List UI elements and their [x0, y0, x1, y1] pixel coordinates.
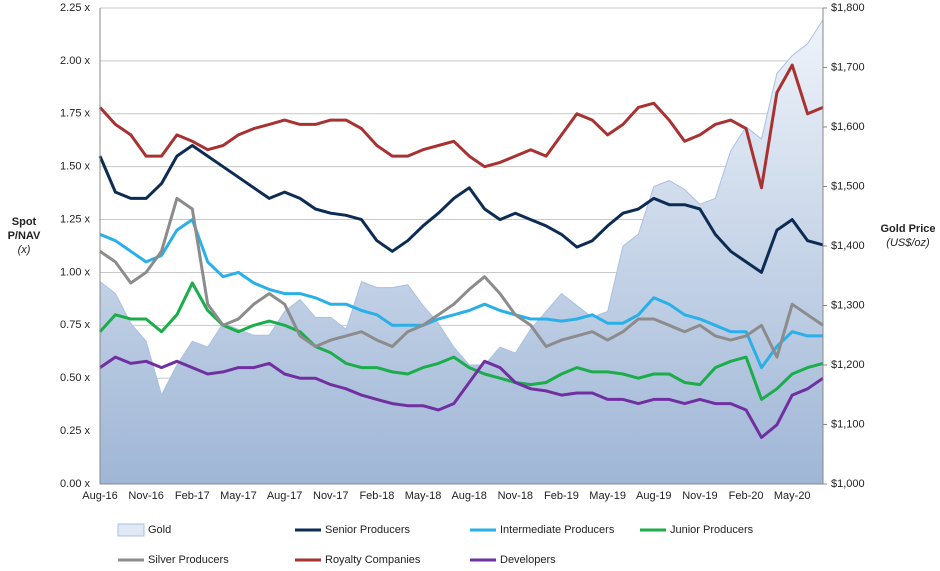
plot-area	[98, 18, 824, 485]
legend-label: Junior Producers	[670, 524, 754, 536]
y-tick-label: 0.00 x	[60, 478, 90, 490]
legend-label: Intermediate Producers	[500, 524, 615, 536]
axes: 0.00 x 0.25 x 0.50 x 0.75 x 1.00 x 1.25 x 1.50…	[8, 2, 936, 502]
x-tick-label: Feb-18	[359, 490, 394, 502]
gold-area	[99, 18, 824, 485]
x-tick-label: May-19	[589, 490, 626, 502]
y-axis-label: Spot	[12, 216, 37, 228]
legend-label: Silver Producers	[148, 554, 229, 566]
y-tick-label: 1.75 x	[60, 108, 90, 120]
x-tick-label: Aug-19	[636, 490, 671, 502]
x-tick-label: Aug-18	[451, 490, 486, 502]
legend-swatch	[117, 523, 145, 537]
x-tick-label: Aug-16	[82, 490, 117, 502]
series-line	[99, 355, 824, 439]
y-axis-label: P/NAV	[8, 230, 41, 242]
y-tick-label: 1.00 x	[60, 266, 90, 278]
y2-tick-label: $1,700	[831, 61, 865, 73]
x-tick-label: Nov-17	[313, 490, 348, 502]
series-line	[98, 144, 824, 274]
x-tick-label: May-20	[774, 490, 811, 502]
y-tick-label: 0.75 x	[60, 319, 90, 331]
y2-tick-label: $1,200	[831, 359, 865, 371]
y-tick-label: 1.25 x	[60, 213, 90, 225]
x-tick-label: Nov-16	[128, 490, 163, 502]
y-tick-label: 0.50 x	[60, 372, 90, 384]
y2-tick-label: $1,500	[831, 180, 865, 192]
y2-tick-label: $1,600	[831, 121, 865, 133]
legend-label: Developers	[500, 554, 556, 566]
y2-tick-label: $1,400	[831, 240, 865, 252]
x-tick-label: May-18	[405, 490, 442, 502]
y2-tick-label: $1,800	[831, 2, 865, 14]
y2-tick-label: $1,100	[831, 418, 865, 430]
y2-tick-label: $1,300	[831, 299, 865, 311]
x-tick-label: May-17	[220, 490, 257, 502]
x-tick-label: Nov-19	[682, 490, 717, 502]
y-tick-label: 1.50 x	[60, 161, 90, 173]
x-tick-label: Feb-20	[729, 490, 764, 502]
y2-tick-label: $1,000	[831, 478, 865, 490]
y-tick-label: 2.00 x	[60, 55, 90, 67]
x-tick-label: Aug-17	[267, 490, 302, 502]
x-tick-label: Nov-18	[498, 490, 533, 502]
y-tick-label: 2.25 x	[60, 2, 90, 14]
series-line	[98, 63, 824, 190]
legend: Gold Senior Producers Intermediate Produce…	[117, 523, 754, 566]
legend-label: Gold	[148, 524, 171, 536]
y-axis-label: (x)	[18, 244, 31, 256]
y2-axis-label: (US$/oz)	[886, 237, 930, 249]
x-tick-label: Feb-19	[544, 490, 579, 502]
y2-axis-label: Gold Price	[880, 223, 935, 235]
legend-label: Royalty Companies	[325, 554, 421, 566]
y-tick-label: 0.25 x	[60, 425, 90, 437]
x-tick-label: Feb-17	[175, 490, 210, 502]
series-line	[99, 196, 824, 359]
series-line	[99, 218, 823, 370]
legend-label: Senior Producers	[325, 524, 410, 536]
